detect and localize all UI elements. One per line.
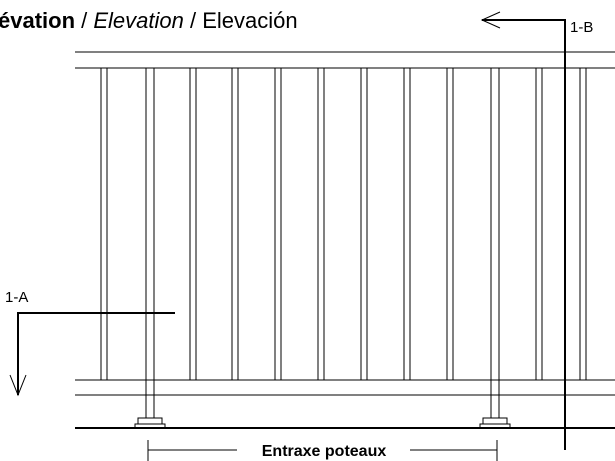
section-1b: 1-B (480, 11, 593, 450)
posts (134, 395, 511, 429)
section-label: 1-A (5, 289, 28, 306)
title-en: Elevation (93, 8, 184, 33)
title-sep: / (75, 8, 93, 33)
dimension: Entraxe poteaux (147, 440, 498, 461)
pickets (100, 68, 587, 395)
title-sep: / (184, 8, 202, 33)
title-fr: évation (0, 8, 75, 33)
dimension-label: Entraxe poteaux (262, 443, 387, 460)
section-label: 1-B (570, 19, 593, 36)
title-es: Elevación (202, 8, 297, 33)
section-1a: 1-A (5, 289, 175, 397)
title: évation / Elevation / Elevación (0, 8, 298, 33)
